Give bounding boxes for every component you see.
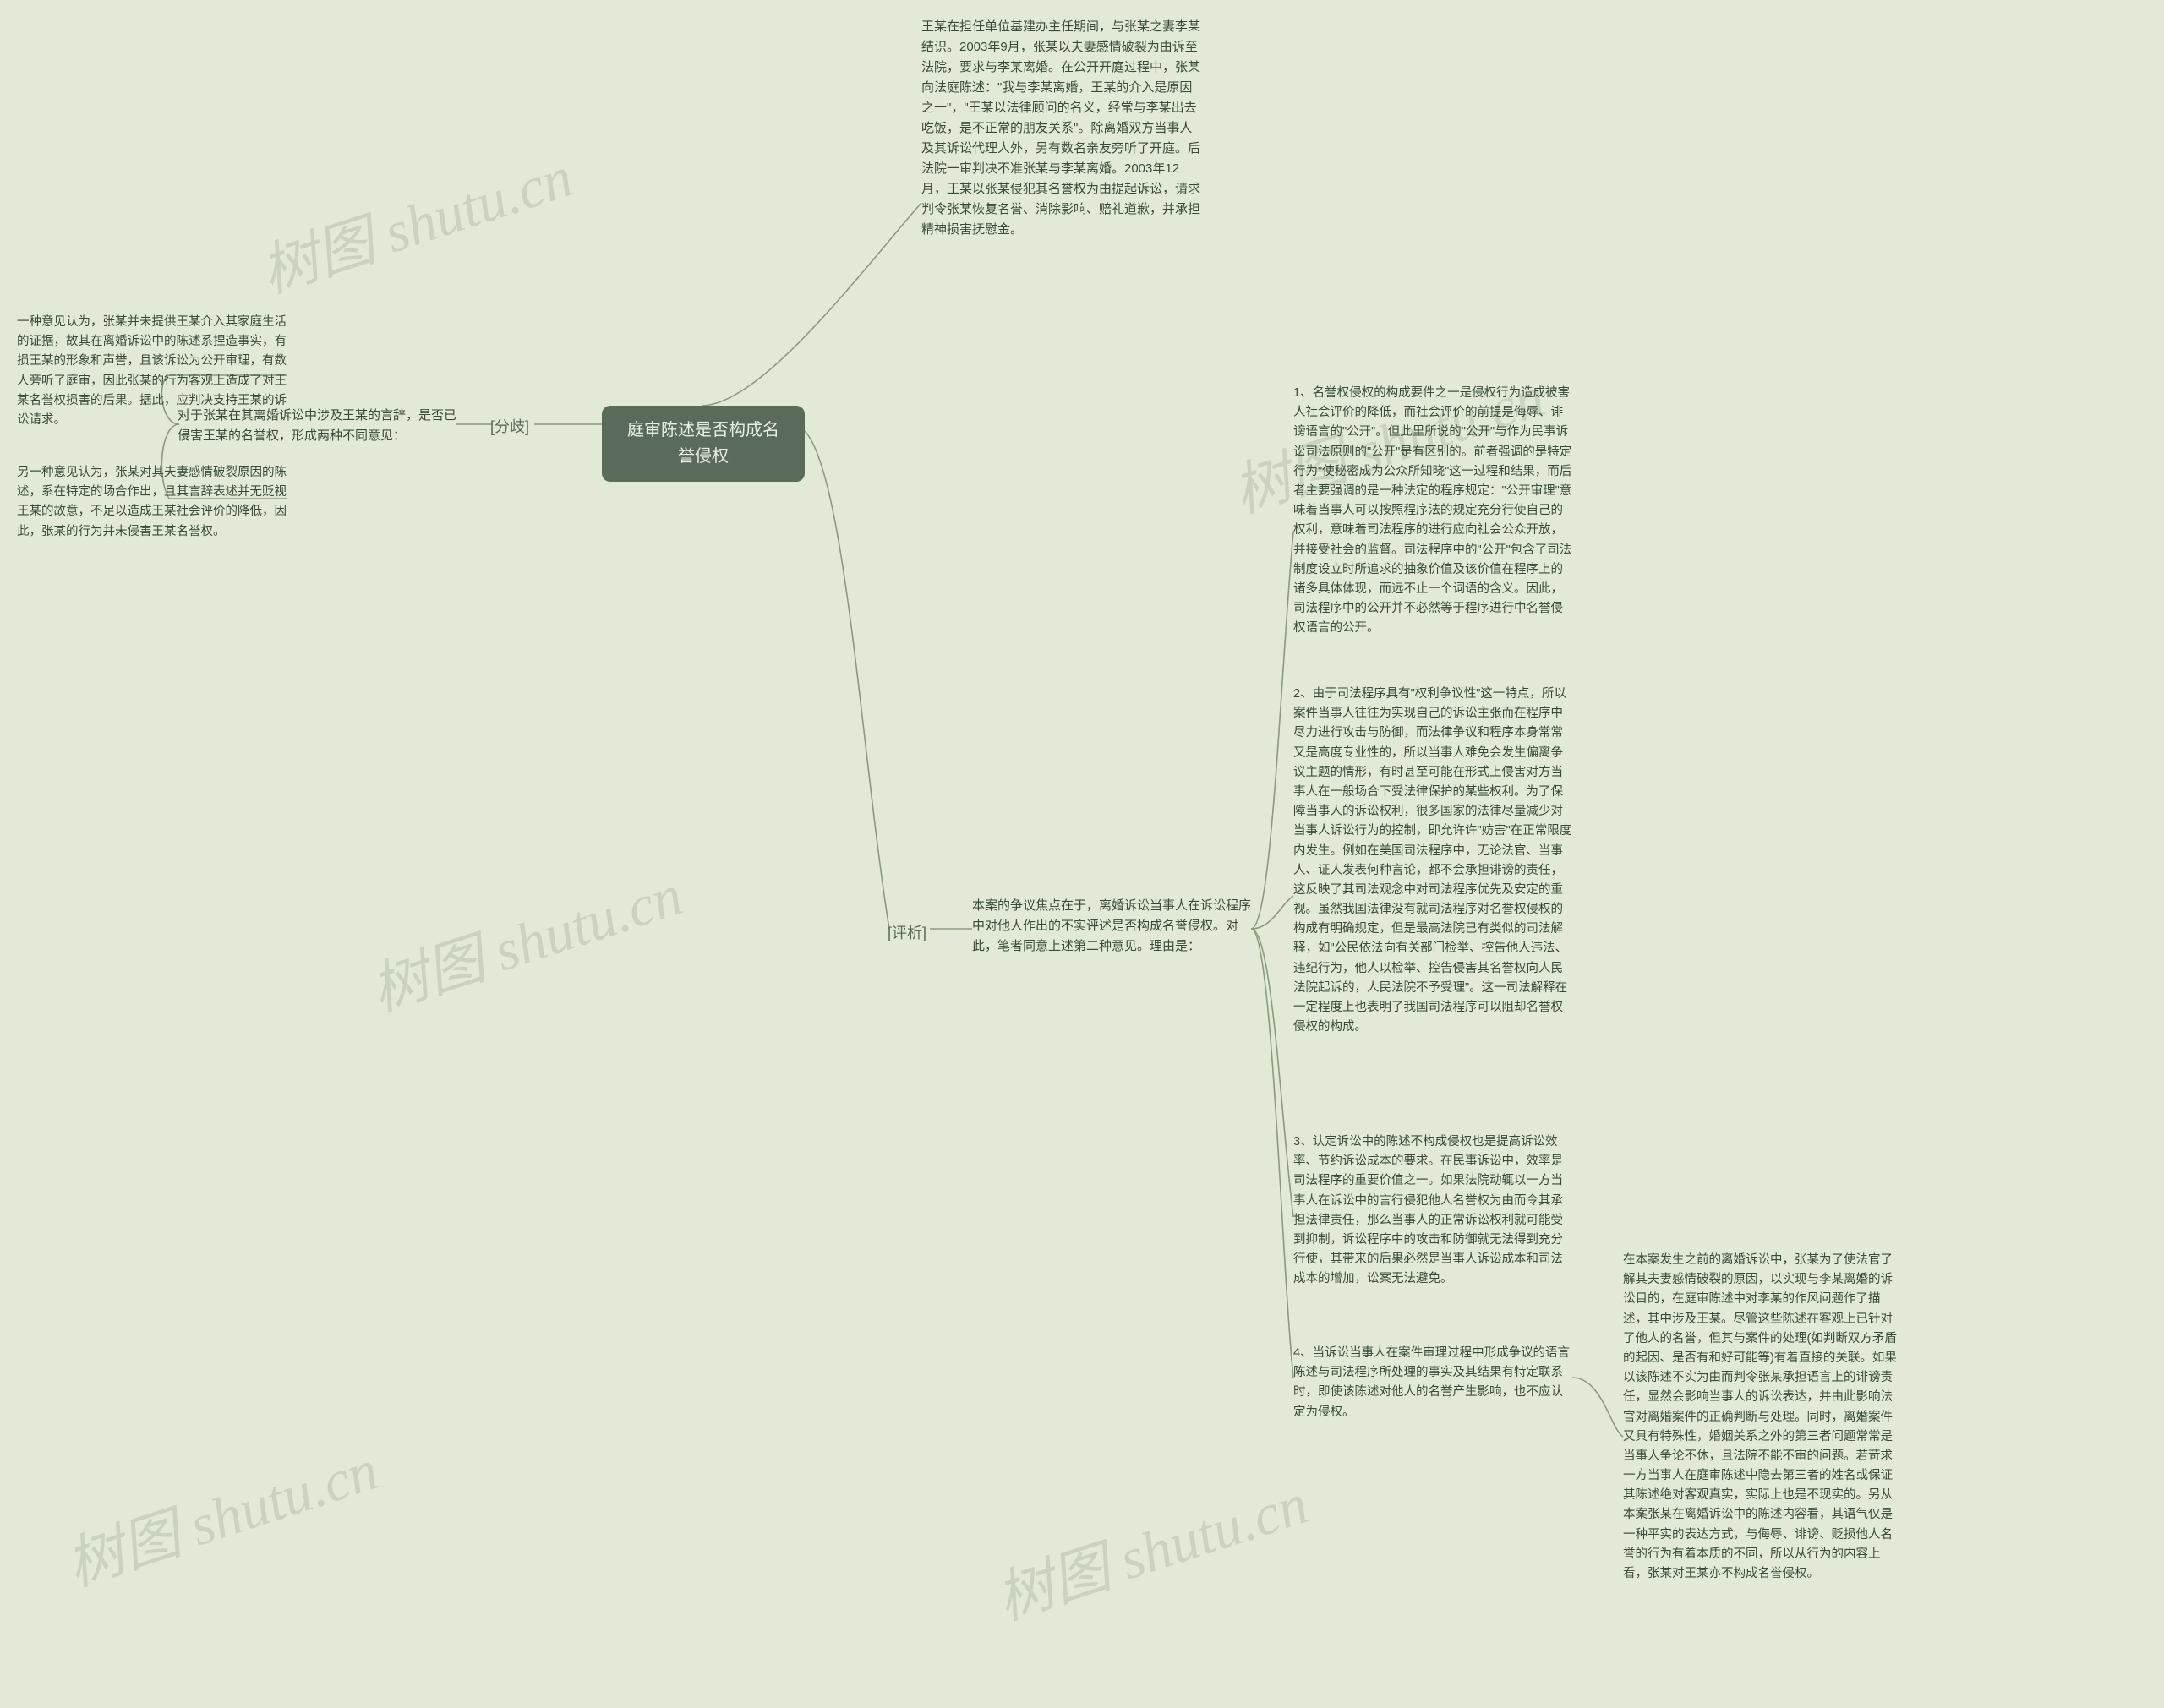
right-child-text: 本案的争议焦点在于，离婚诉讼当事人在诉讼程序中对他人作出的不实评述是否构成名誉侵… [972,896,1251,957]
right-sub-0-content: 1、名誉权侵权的构成要件之一是侵权行为造成被害人社会评价的降低，而社会评价的前提… [1293,386,1571,635]
left-sub-opinion-1: 一种意见认为，张某并未提供王某介入其家庭生活的证据，故其在离婚诉讼中的陈述系捏造… [17,313,287,430]
mindmap-edge [1572,1378,1623,1437]
branch-left-text: [分歧] [490,418,529,435]
right-sub-1-content: 2、由于司法程序具有"权利争议性"这一特点，所以案件当事人往往为实现自己的诉讼主… [1293,687,1571,1034]
mindmap-edge [805,431,889,929]
mindmap-edge [702,203,921,406]
watermark: 树图 shutu.cn [984,1456,1316,1635]
branch-label-right: [评析] [888,922,926,946]
right-child-content: 本案的争议焦点在于，离婚诉讼当事人在诉讼程序中对他人作出的不实评述是否构成名誉侵… [972,898,1251,953]
mindmap-edge [1251,896,1293,929]
branch-right-text: [评析] [888,925,926,941]
watermark: 树图 shutu.cn [249,129,581,308]
left-sub-opinion-2: 另一种意见认为，张某对其夫妻感情破裂原因的陈述，系在特定的场合作出，且其言辞表述… [17,463,287,542]
left-sub-0-content: 一种意见认为，张某并未提供王某介入其家庭生活的证据，故其在离婚诉讼中的陈述系捏造… [17,315,287,427]
case-facts-block: 王某在担任单位基建办主任期间，与张某之妻李某结识。2003年9月，张某以夫妻感情… [921,17,1200,240]
mindmap-edge [1251,929,1293,1378]
analysis-point-4: 4、当诉讼当事人在案件审理过程中形成争议的语言陈述与司法程序所处理的事实及其结果… [1293,1344,1572,1422]
analysis-point-4-detail: 在本案发生之前的离婚诉讼中，张某为了使法官了解其夫妻感情破裂的原因，以实现与李某… [1623,1251,1902,1584]
watermark: 树图 shutu.cn [54,1422,386,1602]
analysis-point-2: 2、由于司法程序具有"权利争议性"这一特点，所以案件当事人往往为实现自己的诉讼主… [1293,685,1572,1037]
right-sub-2-content: 3、认定诉讼中的陈述不构成侵权也是提高诉讼效率、节约诉讼成本的要求。在民事诉讼中… [1293,1135,1563,1285]
root-node: 庭审陈述是否构成名誉侵权 [602,406,805,482]
right-sub-3-sub-content: 在本案发生之前的离婚诉讼中，张某为了使法官了解其夫妻感情破裂的原因，以实现与李某… [1623,1253,1897,1580]
analysis-point-3: 3、认定诉讼中的陈述不构成侵权也是提高诉讼效率、节约诉讼成本的要求。在民事诉讼中… [1293,1132,1572,1290]
mindmap-edge [1251,532,1293,929]
watermark: 树图 shutu.cn [358,848,691,1027]
mindmap-edge [1251,929,1293,1217]
top-content: 王某在担任单位基建办主任期间，与张某之妻李某结识。2003年9月，张某以夫妻感情… [921,19,1200,237]
root-label: 庭审陈述是否构成名誉侵权 [627,421,779,466]
right-sub-3-content: 4、当诉讼当事人在案件审理过程中形成争议的语言陈述与司法程序所处理的事实及其结果… [1293,1346,1570,1419]
branch-label-left: [分歧] [490,416,529,439]
left-sub-1-content: 另一种意见认为，张某对其夫妻感情破裂原因的陈述，系在特定的场合作出，且其言辞表述… [17,466,287,538]
analysis-point-1: 1、名誉权侵权的构成要件之一是侵权行为造成被害人社会评价的降低，而社会评价的前提… [1293,384,1572,638]
